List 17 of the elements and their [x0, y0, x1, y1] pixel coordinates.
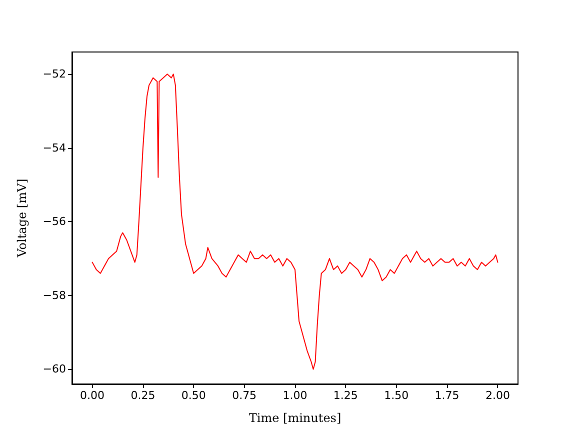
line-series — [92, 74, 498, 370]
x-tick-label: 0.75 — [232, 389, 257, 402]
x-tick-label: 2.00 — [485, 389, 510, 402]
x-axis-title: Time [minutes] — [248, 411, 342, 425]
x-tick-label: 0.50 — [181, 389, 206, 402]
y-tick-label: −56 — [42, 215, 66, 228]
x-tick-label: 1.50 — [384, 389, 409, 402]
x-tick-label: 1.00 — [282, 389, 308, 402]
y-tick-label: −54 — [42, 141, 66, 154]
y-tick-label: −52 — [42, 68, 66, 81]
y-tick-label: −60 — [42, 362, 66, 376]
x-tick-label: 0.25 — [130, 389, 156, 402]
y-axis-title: Voltage [mV] — [15, 178, 29, 258]
x-tick-label: 0.00 — [80, 389, 105, 402]
x-tick-label: 1.75 — [434, 389, 460, 402]
y-tick-label: −58 — [42, 288, 66, 302]
x-tick-label: 1.25 — [333, 389, 358, 402]
